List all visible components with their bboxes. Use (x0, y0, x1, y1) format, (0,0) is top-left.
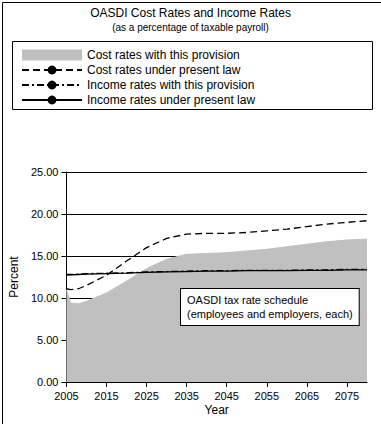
svg-text:2065: 2065 (295, 390, 319, 402)
svg-text:(employees and employers, each: (employees and employers, each) (187, 308, 353, 320)
svg-text:OASDI tax rate schedule: OASDI tax rate schedule (187, 294, 308, 306)
svg-text:2045: 2045 (214, 390, 238, 402)
svg-text:15.00: 15.00 (31, 250, 59, 262)
svg-text:Income rates under present law: Income rates under present law (87, 93, 255, 107)
svg-text:0.00: 0.00 (37, 376, 58, 388)
svg-text:Cost rates with this provision: Cost rates with this provision (87, 48, 240, 62)
svg-text:(as a percentage of taxable pa: (as a percentage of taxable payroll) (112, 22, 269, 33)
svg-text:2015: 2015 (94, 390, 118, 402)
svg-text:2035: 2035 (174, 390, 198, 402)
svg-text:10.00: 10.00 (31, 292, 59, 304)
svg-text:OASDI Cost Rates and Income Ra: OASDI Cost Rates and Income Rates (90, 6, 291, 20)
svg-text:2005: 2005 (54, 390, 78, 402)
svg-text:2055: 2055 (255, 390, 279, 402)
svg-text:Year: Year (205, 403, 229, 417)
svg-text:Income rates with this provisi: Income rates with this provision (87, 78, 254, 92)
svg-text:5.00: 5.00 (37, 334, 58, 346)
svg-text:2075: 2075 (335, 390, 359, 402)
svg-text:20.00: 20.00 (31, 208, 59, 220)
svg-text:25.00: 25.00 (31, 166, 59, 178)
svg-text:Percent: Percent (7, 256, 21, 298)
svg-text:Cost rates under present law: Cost rates under present law (87, 63, 241, 77)
svg-text:2025: 2025 (134, 390, 158, 402)
